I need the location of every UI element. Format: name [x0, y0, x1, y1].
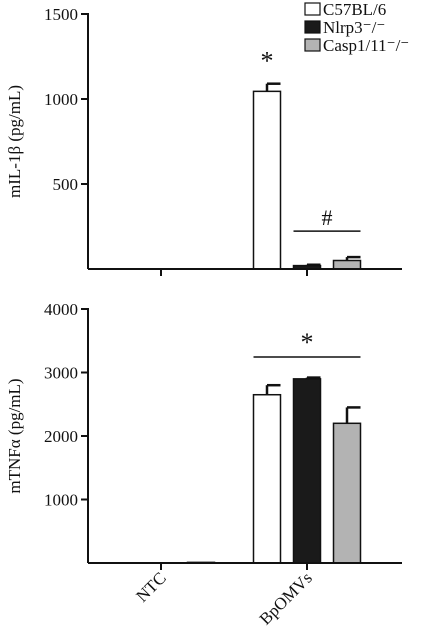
y-tick-label: 500 [53, 175, 79, 194]
error-bar [345, 406, 361, 424]
x-tick-label: BpOMVs [256, 568, 316, 628]
annotation: * [301, 328, 314, 357]
legend-swatch [304, 38, 321, 52]
bar [252, 90, 282, 270]
legend-label: C57BL/6 [323, 0, 386, 19]
y-tick-label: 4000 [44, 300, 78, 319]
legend-swatch [304, 20, 321, 34]
error-bar [265, 383, 281, 395]
bar [332, 422, 362, 564]
error-bar [345, 255, 361, 261]
annotation: * [261, 47, 274, 76]
bar [252, 393, 282, 564]
y-tick-label: 3000 [44, 364, 78, 383]
y-axis-label: mTNFα (pg/mL) [5, 378, 24, 493]
legend-label: Nlrp3⁻/⁻ [323, 18, 385, 37]
annotation: # [322, 205, 333, 230]
error-bar [305, 376, 321, 379]
y-tick-label: 1500 [44, 5, 78, 24]
error-bar [265, 82, 281, 92]
x-tick-label: NTC [132, 568, 169, 605]
legend-swatch [304, 2, 321, 16]
y-tick-label: 1000 [44, 90, 78, 109]
y-tick-label: 2000 [44, 427, 78, 446]
legend-label: Casp1/11⁻/⁻ [323, 36, 409, 55]
bar [332, 259, 362, 270]
y-axis-label: mIL-1β (pg/mL) [5, 85, 24, 198]
y-tick-label: 1000 [44, 491, 78, 510]
bar [292, 378, 322, 564]
error-bar [305, 263, 321, 266]
